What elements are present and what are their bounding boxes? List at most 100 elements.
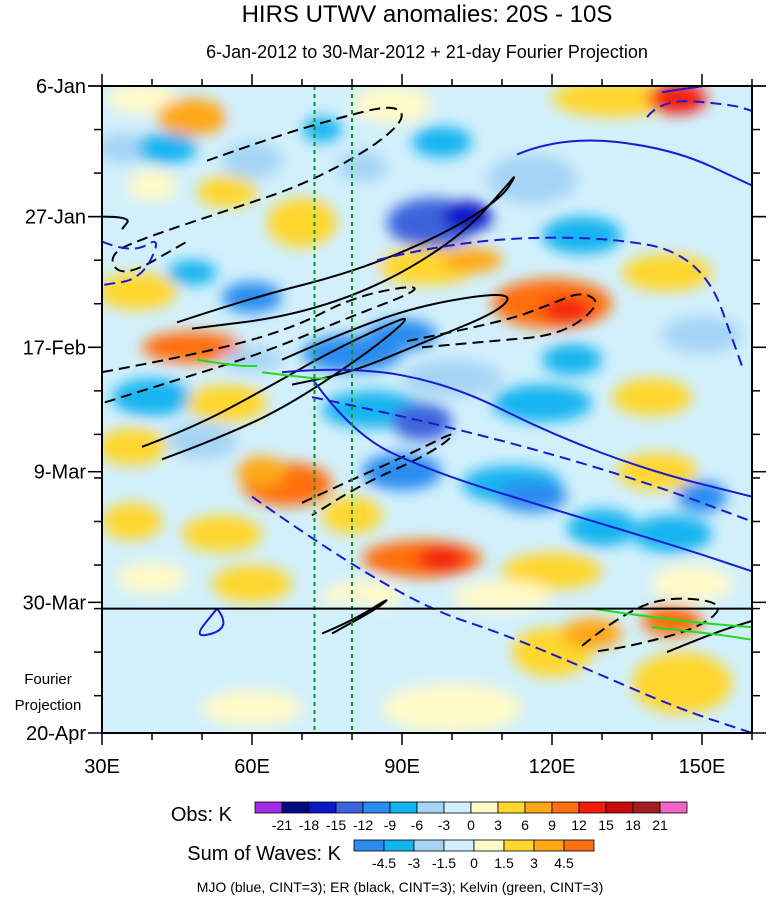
- obs-colorbar-swatch: [524, 801, 553, 814]
- chart-subtitle: 6-Jan-2012 to 30-Mar-2012 + 21-day Fouri…: [206, 42, 648, 62]
- obs-colorbar-label: -12: [353, 817, 373, 833]
- obs-colorbar-label: -6: [411, 817, 424, 833]
- anomaly-patch: [542, 344, 602, 376]
- obs-colorbar-label: -9: [384, 817, 397, 833]
- er-contour: [581, 597, 719, 654]
- anomaly-patch: [142, 331, 242, 363]
- obs-colorbar-swatch: [308, 801, 337, 814]
- x-axis: 30E 60E 90E 120E 150E: [84, 74, 753, 778]
- x-tick-label: 150E: [679, 756, 726, 778]
- obs-colorbar-swatch: [605, 801, 634, 814]
- anomaly-patch: [632, 515, 712, 553]
- obs-colorbar-label: -21: [272, 817, 292, 833]
- x-tick-label: 90E: [384, 756, 420, 778]
- mjo-contour: [646, 100, 752, 118]
- anomaly-patch: [632, 652, 732, 715]
- obs-legend-title: Obs: K: [171, 804, 233, 826]
- mjo-contour: [102, 240, 157, 287]
- anomaly-patch: [642, 605, 702, 637]
- anomaly-patch: [187, 384, 267, 422]
- anomaly-patch: [267, 198, 337, 248]
- obs-colorbar-label: 21: [652, 817, 668, 833]
- anomaly-patch: [117, 561, 187, 594]
- er-contour: [406, 293, 597, 349]
- anomaly-patch: [492, 384, 592, 422]
- anomaly-patch: [222, 281, 282, 314]
- anomaly-patch: [677, 481, 727, 513]
- anomaly-patch: [107, 86, 177, 114]
- chart-title: HIRS UTWV anomalies: 20S - 10S: [242, 1, 613, 28]
- obs-colorbar-swatch: [335, 801, 364, 814]
- anomaly-patch: [237, 456, 287, 488]
- y-tick-label: 17-Feb: [23, 337, 86, 359]
- obs-colorbar-label: -3: [438, 817, 451, 833]
- anomaly-patch: [412, 126, 472, 158]
- anomaly-patch: [652, 565, 732, 603]
- anomaly-patch: [417, 546, 467, 572]
- obs-colorbar-swatch: [551, 801, 580, 814]
- anomaly-patch: [362, 453, 442, 491]
- waves-colorbar-swatch: [413, 839, 445, 852]
- er-contour: [666, 620, 752, 654]
- plot-area: [102, 86, 752, 733]
- x-tick-label: 60E: [234, 756, 270, 778]
- er-contour: [141, 317, 406, 461]
- obs-colorbar-swatch: [497, 801, 526, 814]
- waves-colorbar-label: -1.5: [432, 855, 456, 871]
- anomaly-field: [102, 86, 742, 733]
- anomaly-patch: [552, 86, 672, 118]
- kelvin-contour: [591, 607, 752, 629]
- obs-colorbar-label: 15: [598, 817, 614, 833]
- anomaly-patch: [102, 132, 147, 164]
- obs-colorbar-swatch: [416, 801, 445, 814]
- anomaly-patch: [442, 247, 502, 273]
- anomaly-patch: [502, 552, 602, 590]
- anomaly-patch: [197, 176, 257, 208]
- forecast-label-line2: Projection: [15, 697, 82, 714]
- obs-colorbar-swatch: [362, 801, 391, 814]
- mjo-contour: [198, 607, 225, 637]
- mjo-contour: [311, 377, 752, 573]
- anomaly-patch: [222, 142, 282, 180]
- obs-colorbar-swatch: [389, 801, 418, 814]
- anomaly-patch: [102, 502, 162, 541]
- er-contour: [301, 433, 454, 517]
- anomaly-patch: [102, 428, 167, 466]
- obs-colorbar-label: -18: [299, 817, 319, 833]
- anomaly-patch: [232, 92, 292, 130]
- obs-colorbar-label: -15: [326, 817, 346, 833]
- obs-colorbar: -21 -18 -15 -12 -9 -6 -3 0 3 6 9 12 15 18 21: [254, 801, 688, 833]
- waves-colorbar-label: -4.5: [372, 855, 396, 871]
- waves-colorbar-swatch: [353, 839, 385, 852]
- anomaly-patch: [567, 509, 637, 547]
- kelvin-contour: [651, 626, 752, 641]
- anomaly-patch: [402, 359, 502, 398]
- anomaly-patch: [112, 378, 192, 416]
- waves-colorbar: -4.5 -3 -1.5 0 1.5 3 4.5: [353, 839, 595, 871]
- anomaly-patch: [127, 169, 177, 202]
- obs-colorbar-label: 12: [571, 817, 587, 833]
- obs-colorbar-swatch: [281, 801, 310, 814]
- anomaly-patch: [452, 580, 552, 612]
- anomaly-patch: [167, 260, 217, 285]
- footnote: MJO (blue, CINT=3); ER (black, CINT=3); …: [197, 879, 604, 895]
- anomaly-patch: [542, 216, 622, 254]
- obs-colorbar-label: 6: [521, 817, 529, 833]
- anomaly-patch: [542, 297, 592, 323]
- waves-colorbar-swatch: [563, 839, 595, 852]
- reference-lines: [313, 86, 353, 733]
- anomaly-patch: [322, 496, 382, 534]
- x-tick-label: 30E: [84, 756, 120, 778]
- anomaly-patch: [612, 378, 692, 416]
- anomaly-patch: [647, 86, 707, 114]
- mjo-contour: [516, 139, 752, 187]
- mjo-contour: [376, 236, 743, 367]
- obs-colorbar-swatch: [578, 801, 607, 814]
- y-tick-label: 9-Mar: [34, 462, 87, 484]
- mjo-contour: [251, 495, 752, 733]
- anomaly-patch: [562, 617, 622, 650]
- anomaly-patch: [487, 154, 577, 205]
- anomaly-patch: [352, 86, 432, 124]
- er-contour: [176, 176, 515, 330]
